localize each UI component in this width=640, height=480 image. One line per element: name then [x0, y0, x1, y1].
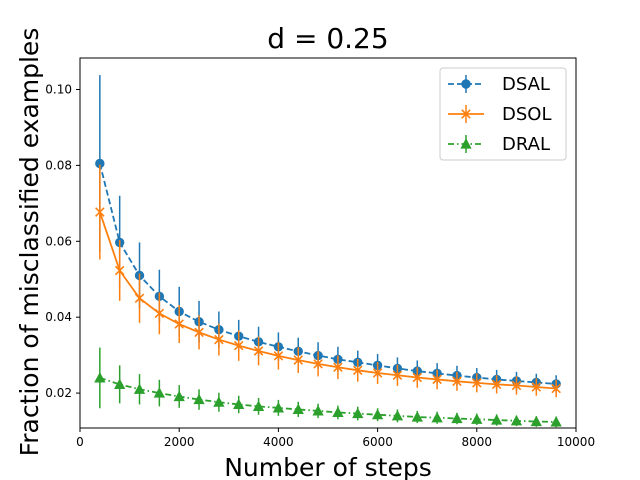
- x-tick-label: 4000: [263, 435, 294, 449]
- dsol-point: [313, 359, 323, 369]
- legend-item-dsol: DSOL: [448, 104, 551, 125]
- dral-point: [471, 413, 483, 424]
- legend-marker-dsal: [461, 79, 471, 89]
- dsol-point: [114, 265, 125, 276]
- dral-point: [411, 411, 423, 422]
- dral-point: [530, 415, 542, 427]
- dral-point: [94, 372, 106, 383]
- x-tick-label: 0: [76, 435, 84, 449]
- dral-point: [391, 410, 404, 421]
- dsol-point: [452, 376, 462, 387]
- dsol-point: [491, 379, 502, 390]
- legend: DSAL DSOL DRAL: [439, 67, 567, 161]
- x-tick-label: 6000: [362, 435, 393, 449]
- x-tick-label: 8000: [462, 435, 493, 449]
- dral-point: [233, 398, 245, 410]
- dral-point: [272, 402, 285, 413]
- dsol-point: [253, 346, 264, 356]
- dral-line: [99, 377, 557, 423]
- legend-box: [439, 67, 567, 161]
- plot-frame: [79, 57, 577, 429]
- legend-label-dsol: DSOL: [502, 104, 551, 125]
- dsol-line: [98, 211, 557, 390]
- x-tick-label: 10000: [557, 435, 595, 449]
- dsol-point: [511, 380, 522, 391]
- legend-item-dsal: DSAL: [448, 74, 550, 95]
- dral-point: [332, 406, 344, 418]
- legend-label-dral: DRAL: [502, 134, 550, 155]
- dral-point: [431, 411, 443, 423]
- dsol-point: [352, 365, 363, 376]
- dral-point: [193, 393, 205, 405]
- series-layer: [94, 75, 562, 428]
- dral-point: [252, 400, 265, 411]
- dsol-point: [174, 319, 184, 329]
- dsol-point: [432, 374, 442, 385]
- x-axis-label: Number of steps: [224, 453, 432, 480]
- legend-marker-dsol: [461, 109, 471, 119]
- dsol-point: [214, 334, 224, 345]
- chart-title: d = 0.25: [267, 22, 388, 55]
- dsol-point: [333, 362, 343, 373]
- dsol-point: [154, 308, 165, 319]
- dral-point: [510, 414, 523, 426]
- dral-point: [173, 390, 185, 402]
- dral-point: [114, 378, 126, 389]
- dsol-point: [233, 340, 244, 351]
- dsol-point: [293, 355, 304, 365]
- series-dsol: [95, 164, 561, 398]
- dral-point: [550, 416, 562, 427]
- series-dral: [94, 347, 562, 428]
- dral-point: [153, 387, 165, 398]
- dsol-point: [412, 372, 423, 383]
- dsol-point: [194, 327, 204, 338]
- dral-point: [371, 408, 384, 420]
- legend-item-dral: DRAL: [448, 134, 550, 155]
- dral-point: [352, 407, 364, 419]
- dral-point: [451, 412, 463, 424]
- y-tick-label: 0.02: [45, 386, 72, 400]
- x-tick-label: 2000: [164, 435, 195, 449]
- dsol-point: [95, 207, 105, 217]
- y-tick-label: 0.06: [45, 234, 72, 248]
- dsol-point: [472, 378, 482, 388]
- y-tick-label: 0.04: [45, 310, 72, 324]
- dsol-point: [273, 351, 284, 361]
- dral-point: [133, 383, 146, 394]
- legend-marker-dral: [460, 138, 472, 149]
- legend-label-dsal: DSAL: [502, 74, 550, 95]
- dsol-point: [392, 370, 403, 381]
- dral-point: [312, 405, 324, 416]
- dsol-point: [372, 368, 383, 378]
- dral-point: [292, 403, 304, 414]
- y-axis-label: Fraction of misclassified examples: [15, 28, 44, 457]
- y-axis-ticks: 0.02 0.04 0.06 0.08 0.10: [45, 82, 80, 400]
- y-tick-label: 0.10: [45, 82, 72, 96]
- dsol-point: [134, 293, 145, 303]
- dral-point: [213, 396, 225, 407]
- dsol-point: [551, 383, 561, 394]
- y-tick-label: 0.08: [45, 158, 72, 172]
- dral-point: [491, 414, 503, 425]
- x-axis-ticks: 0 2000 4000 6000 8000 10000: [76, 428, 595, 449]
- dsal-line: [98, 163, 557, 385]
- dsol-point: [531, 382, 542, 392]
